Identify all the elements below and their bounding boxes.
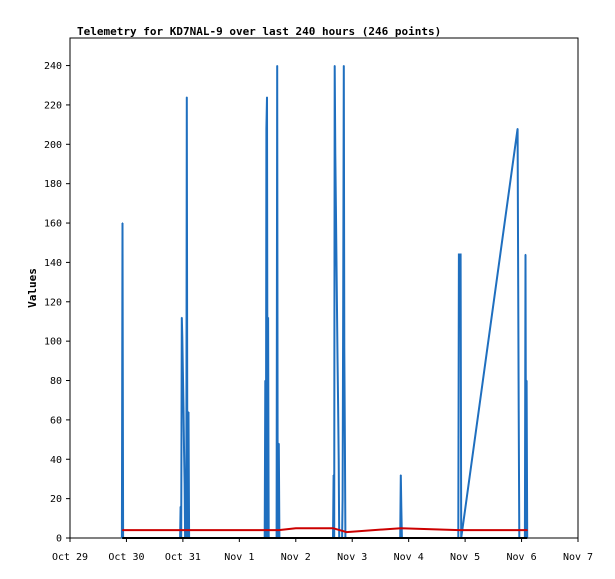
- data-point: [334, 65, 336, 67]
- y-tick-label: 200: [44, 140, 62, 151]
- y-tick-label: 220: [44, 100, 62, 111]
- data-point: [264, 379, 266, 382]
- data-point: [183, 446, 185, 448]
- data-point: [276, 65, 278, 67]
- data-point: [335, 206, 337, 208]
- data-point: [181, 316, 183, 319]
- data-point: [334, 153, 336, 155]
- y-tick-label: 160: [44, 219, 62, 230]
- data-point: [344, 442, 346, 445]
- x-tick-label: Nov 4: [394, 552, 424, 563]
- x-tick-label: Nov 7: [563, 552, 593, 563]
- y-tick-label: 180: [44, 179, 62, 190]
- series-1: [121, 527, 528, 534]
- x-tick-label: Nov 3: [337, 552, 367, 563]
- data-point: [180, 505, 182, 508]
- x-tick-label: Nov 6: [507, 552, 537, 563]
- x-tick-label: Oct 30: [108, 552, 144, 563]
- x-tick-label: Nov 1: [224, 552, 254, 563]
- data-point: [342, 498, 344, 500]
- data-point: [338, 458, 340, 460]
- series-line-1: [122, 527, 528, 534]
- data-point: [278, 442, 280, 445]
- data-point: [121, 222, 124, 224]
- data-point: [182, 407, 185, 409]
- x-tick-label: Oct 31: [165, 552, 201, 563]
- data-point: [121, 537, 124, 539]
- y-axis: 0 20 40 60 80 100 120 140 160 180 200 220 240: [44, 61, 70, 545]
- data-point: [518, 411, 520, 413]
- data-point: [336, 309, 338, 311]
- data-point: [267, 316, 269, 319]
- data-point: [179, 529, 181, 531]
- y-tick-label: 20: [50, 494, 62, 505]
- data-point: [400, 474, 402, 476]
- data-point: [517, 128, 519, 130]
- data-point: [337, 403, 339, 405]
- y-tick-label: 240: [44, 61, 62, 72]
- data-point: [346, 531, 348, 533]
- data-point: [264, 529, 266, 531]
- x-tick-label: Nov 5: [450, 552, 480, 563]
- y-tick-label: 40: [50, 455, 62, 466]
- data-point: [333, 474, 335, 476]
- data-point: [265, 128, 267, 130]
- y-tick-label: 100: [44, 337, 62, 348]
- y-tick-label: 0: [56, 534, 62, 545]
- data-point: [266, 96, 268, 98]
- x-tick-label: Nov 2: [281, 552, 311, 563]
- data-point: [343, 65, 345, 67]
- data-point: [187, 411, 190, 413]
- data-point: [332, 527, 334, 529]
- data-point: [186, 96, 188, 98]
- plot-frame: [69, 37, 579, 539]
- data-point: [526, 379, 528, 382]
- y-tick-label: 140: [44, 258, 62, 269]
- chart-title: Telemetry for KD7NAL-9 over last 240 hou…: [77, 25, 441, 38]
- series-2: [121, 537, 528, 539]
- y-tick-label: 60: [50, 415, 62, 426]
- data-point: [526, 537, 528, 539]
- data-point: [335, 253, 337, 256]
- data-point: [182, 372, 184, 374]
- data-point: [458, 529, 460, 531]
- data-point: [336, 356, 339, 358]
- y-axis-label: Values: [26, 268, 39, 308]
- data-point: [458, 253, 460, 256]
- y-tick-label: 120: [44, 297, 62, 308]
- data-point: [460, 253, 462, 256]
- series-layer: [120, 65, 529, 539]
- data-point: [184, 482, 186, 484]
- data-point: [121, 529, 124, 531]
- data-point: [400, 527, 402, 529]
- data-point: [517, 529, 519, 531]
- data-point: [343, 348, 345, 350]
- x-axis: Oct 29 Oct 30 Oct 31 Nov 1 Nov 2 Nov 3 Nov 4 No…: [52, 538, 593, 563]
- data-point: [517, 285, 519, 287]
- data-point: [295, 527, 297, 529]
- data-point: [181, 336, 183, 338]
- data-point: [526, 529, 528, 531]
- data-point: [400, 505, 402, 508]
- x-tick-label: Oct 29: [52, 552, 88, 563]
- data-point: [342, 301, 344, 303]
- data-point: [524, 253, 527, 256]
- data-point: [278, 529, 280, 531]
- data-point: [187, 529, 190, 531]
- y-tick-label: 80: [50, 376, 62, 387]
